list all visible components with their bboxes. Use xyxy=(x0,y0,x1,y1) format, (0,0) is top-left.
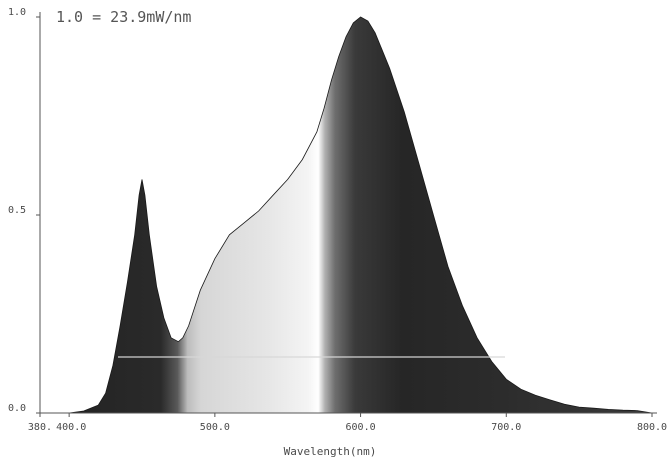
x-tick-label: 700.0 xyxy=(491,422,521,433)
scale-note: 1.0 = 23.9mW/nm xyxy=(56,8,191,26)
y-tick-label: 1.0 xyxy=(8,7,26,18)
x-tick-label: 800.0 xyxy=(637,422,667,433)
x-tick-label: 400.0 xyxy=(56,422,86,433)
y-ticks: 0.0 0.5 1.0 xyxy=(8,7,40,414)
x-axis-title: Wavelength(nm) xyxy=(284,445,377,458)
spectrum-area xyxy=(40,16,653,414)
x-ticks: 380. 400.0 500.0 600.0 700.0 800.0 xyxy=(28,413,667,433)
x-tick-label: 380. xyxy=(28,422,52,433)
y-tick-label: 0.5 xyxy=(8,205,26,216)
x-tick-label: 500.0 xyxy=(200,422,230,433)
x-tick-label: 600.0 xyxy=(346,422,376,433)
y-tick-label: 0.0 xyxy=(8,403,26,414)
